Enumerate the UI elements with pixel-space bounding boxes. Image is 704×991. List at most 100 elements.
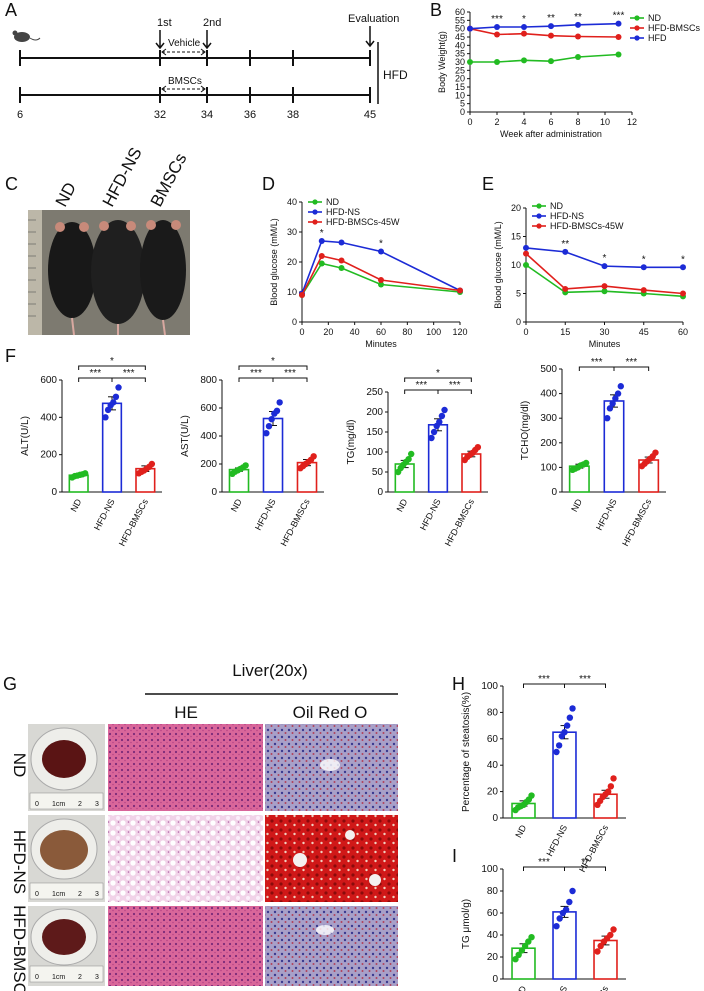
y-tick-label: 20	[455, 74, 465, 84]
data-point	[548, 23, 554, 30]
y-axis-label: Percentage of steatosis(%)	[461, 692, 472, 812]
significance-star: ***	[591, 357, 603, 368]
panel-letter-g: G	[3, 674, 17, 694]
data-point	[610, 775, 617, 782]
data-point	[528, 792, 535, 799]
significance-star: ***	[284, 368, 296, 379]
y-tick-label: 30	[455, 57, 465, 67]
y-tick-label: 80	[487, 886, 499, 897]
data-point	[405, 456, 412, 463]
legend-marker	[536, 223, 542, 229]
data-point	[318, 253, 325, 259]
he-image-hfd-bmsc	[108, 906, 263, 986]
oro-image-hfd-bmsc	[265, 906, 398, 986]
y-tick-label: 0	[211, 487, 217, 498]
tick-6: 6	[17, 109, 23, 121]
data-point	[607, 783, 615, 790]
data-point	[467, 25, 473, 32]
tick-34: 34	[201, 109, 213, 121]
significance-star: **	[547, 13, 555, 24]
data-point	[548, 32, 554, 39]
significance-star: **	[561, 239, 569, 250]
y-tick-label: 500	[540, 364, 557, 375]
y-tick-label: 600	[200, 403, 217, 414]
y-tick-label: 800	[200, 375, 217, 386]
y-tick-label: 45	[455, 32, 465, 42]
significance-star: ***	[538, 674, 550, 685]
second-label: 2nd	[203, 17, 221, 29]
bar-hfd-ns	[262, 417, 284, 493]
row-label-nd: ND	[10, 753, 29, 778]
data-point	[378, 248, 384, 255]
data-point	[606, 405, 614, 412]
panel-letter-b: B	[430, 0, 442, 20]
data-point	[521, 57, 527, 64]
arrow-first	[155, 30, 165, 50]
data-point	[612, 395, 619, 402]
liver-title: Liver(20x)	[232, 661, 308, 680]
tick-32: 32	[154, 109, 166, 121]
x-tick-label: 30	[599, 327, 609, 337]
data-point	[610, 926, 617, 933]
legend-label: HFD-BMSCs-45W	[326, 217, 400, 227]
category-label: HFD-BMSCs	[279, 497, 312, 548]
significance-star: ***	[89, 368, 101, 379]
mouse-bmsc	[140, 220, 186, 320]
data-point	[601, 263, 608, 270]
y-tick-label: 40	[455, 40, 465, 50]
bar-hfd-ns	[603, 400, 625, 493]
significance-star: ***	[491, 14, 503, 25]
y-tick-label: 5	[460, 99, 465, 109]
significance-star: *	[271, 356, 275, 367]
significance-bracket	[404, 377, 472, 382]
legend-label: HFD-NS	[326, 207, 360, 217]
y-tick-label: 50	[372, 467, 384, 478]
category-label: ND	[569, 497, 584, 514]
y-tick-label: 300	[540, 413, 557, 424]
ruler-2: 2	[78, 891, 82, 898]
data-point	[521, 942, 529, 950]
data-point	[110, 399, 117, 406]
legend-label: HFD-BMSCs-45W	[550, 221, 624, 231]
y-tick-label: 200	[366, 407, 383, 418]
significance-star: *	[110, 356, 114, 367]
significance-star: ***	[415, 380, 427, 391]
y-tick-label: 100	[481, 864, 498, 875]
x-axis-label: Minutes	[365, 339, 397, 349]
data-point	[562, 248, 569, 255]
data-point	[273, 407, 281, 414]
data-point	[523, 262, 529, 268]
significance-star: ***	[538, 857, 550, 868]
y-tick-label: 0	[51, 487, 57, 498]
y-axis-label: ALT(U/L)	[20, 416, 31, 456]
data-point	[582, 459, 590, 467]
chart-e-insulin-tolerance: 0 5 10 15 20 0 15 30 45 60 Minutes Blood glucose (m…	[493, 201, 688, 349]
ruler-1cm: 1cm	[52, 891, 65, 898]
data-point	[556, 915, 563, 922]
data-point	[553, 923, 560, 930]
data-point	[575, 21, 581, 28]
data-point	[436, 418, 443, 426]
significance-bracket	[111, 377, 146, 382]
significance-star: ***	[579, 674, 591, 685]
y-tick-label: 15	[455, 82, 465, 92]
legend-label: ND	[648, 13, 661, 23]
ruler-3: 3	[95, 974, 99, 981]
data-point	[299, 292, 305, 298]
data-point	[562, 906, 570, 913]
data-point	[378, 281, 384, 288]
tick-38: 38	[287, 109, 299, 121]
legend-label: HFD	[648, 33, 667, 43]
category-label: HFD-NS	[418, 497, 443, 532]
series-line-nd	[470, 53, 619, 63]
y-tick-label: 10	[511, 260, 521, 270]
series-line-hfd	[469, 22, 619, 30]
data-point	[640, 264, 647, 271]
ruler-1cm: 1cm	[52, 801, 65, 808]
legend-label: ND	[326, 197, 339, 207]
y-tick-label: 35	[455, 49, 465, 59]
y-axis-label: Body Weight(g)	[437, 31, 447, 93]
row-label-hfd-bmsc: HFD-BMSC	[10, 905, 29, 991]
data-point	[575, 33, 581, 40]
legend-marker	[536, 213, 542, 219]
